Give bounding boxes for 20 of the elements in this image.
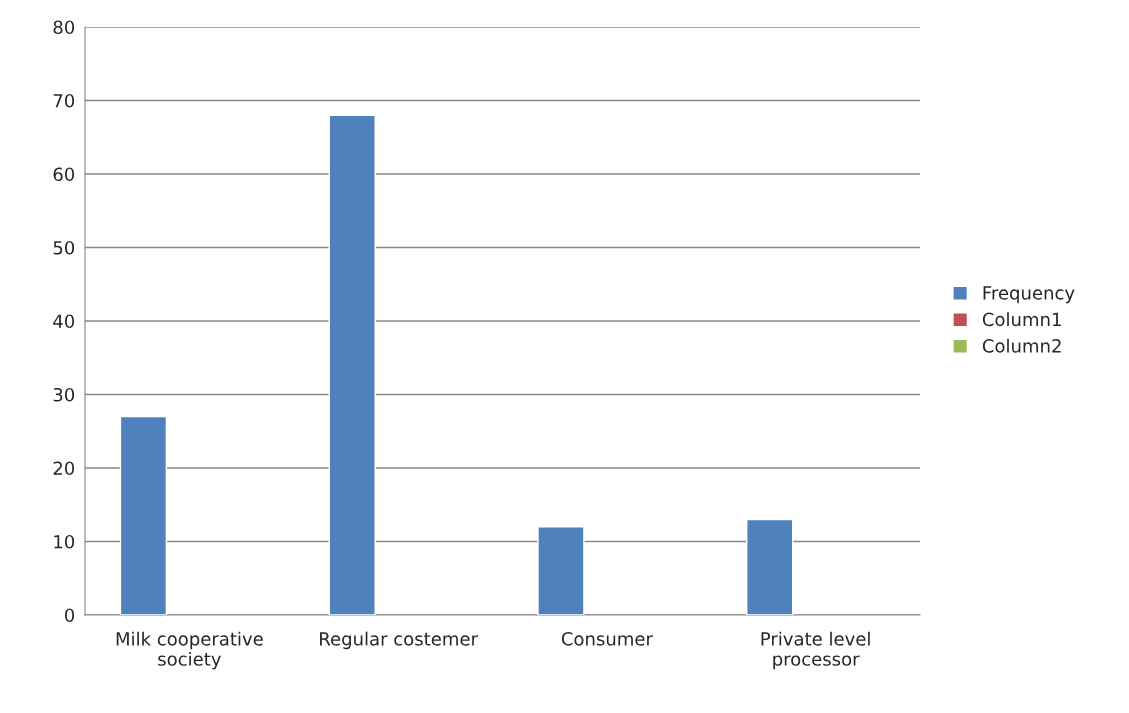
x-tick-label: Private level processor [761,631,870,670]
bar [119,415,168,615]
bar [328,114,376,615]
y-tick-label: 0 [64,608,75,623]
x-tick-label: Regular costemer [320,631,478,650]
y-tick-label: 60 [53,167,75,182]
y-tick-label: 50 [53,240,75,255]
bar [537,526,585,615]
y-tick-label: 80 [53,20,75,35]
legend-label: Frequency [983,286,1075,304]
y-tick-label: 10 [54,534,75,549]
y-tick-label: 30 [53,387,75,402]
y-tick-label: 70 [53,93,75,108]
legend-label: Column1 [982,312,1061,327]
y-tick-label: 20 [53,461,75,476]
legend-label: Column2 [982,338,1061,353]
x-tick-label: Consumer [561,631,653,646]
y-tick-label: 40 [53,314,75,329]
bar [746,518,794,615]
x-tick-label: Milk cooperative society [116,631,263,670]
